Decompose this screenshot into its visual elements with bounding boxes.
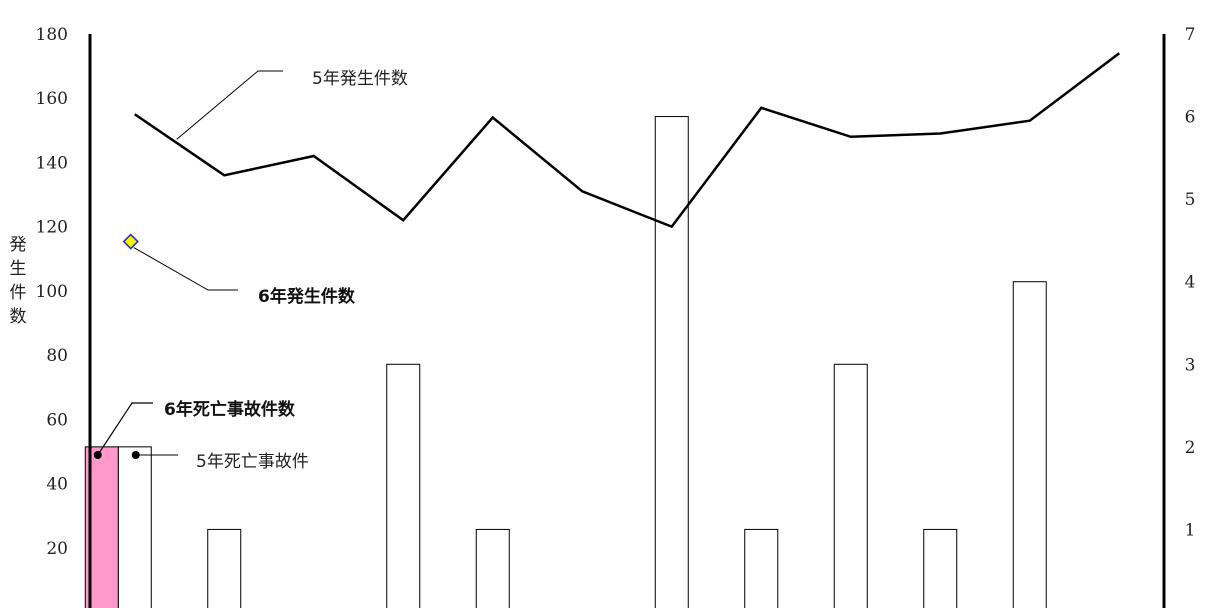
bar-5nen-shibou	[1012, 281, 1047, 608]
right-tick-label: 7	[1185, 25, 1196, 45]
left-tick-label: 100	[36, 282, 68, 302]
right-tick-label: 4	[1185, 273, 1196, 293]
right-tick-label: 2	[1185, 438, 1196, 458]
left-tick-labels: 20 40 60 80 100 120 140 160 180	[36, 25, 68, 559]
bar-5nen-shibou	[833, 363, 868, 608]
right-tick-label: 6	[1185, 108, 1196, 128]
point-6nen-hassei	[122, 233, 139, 250]
line-5nen-hassei	[134, 52, 1121, 229]
bar-5nen-shibou	[117, 446, 152, 608]
left-tick-label: 140	[36, 153, 68, 173]
leader-5nen-hassei	[176, 70, 283, 140]
left-tick-label: 20	[46, 539, 68, 559]
left-axis-label-char: 生	[10, 259, 27, 279]
left-axis-label-char: 数	[10, 307, 27, 327]
right-tick-label: 1	[1185, 520, 1196, 540]
left-axis-label-char: 件	[10, 283, 27, 303]
bar-5nen-shibou	[207, 528, 242, 608]
bar-5nen-shibou	[475, 528, 510, 608]
left-axis-label-char: 発	[10, 235, 27, 255]
leader-6nen-hassei	[133, 247, 238, 291]
bar-5nen-shibou	[386, 363, 421, 608]
annotations-layer: 5年発生件数 6年発生件数 6年死亡事故件数 5年死亡事故件	[93, 69, 408, 472]
label-6nen-shibou: 6年死亡事故件数	[164, 399, 296, 420]
left-tick-label: 80	[46, 346, 68, 366]
lines-layer	[122, 52, 1121, 250]
label-5nen-shibou: 5年死亡事故件	[196, 452, 309, 472]
axes-layer	[88, 34, 1166, 608]
bars-layer	[84, 116, 1047, 608]
bar-5nen-shibou	[744, 528, 779, 608]
bar-5nen-shibou	[923, 528, 958, 608]
leader-6nen-shibou	[97, 402, 153, 456]
left-tick-label: 160	[36, 89, 68, 109]
left-tick-label: 180	[36, 25, 68, 45]
left-tick-label: 120	[36, 218, 68, 238]
left-axis-label: 発生件数	[10, 235, 27, 327]
right-tick-label: 5	[1185, 190, 1196, 210]
label-5nen-hassei: 5年発生件数	[312, 69, 408, 89]
right-tick-label: 3	[1185, 355, 1196, 375]
left-tick-label: 40	[46, 475, 68, 495]
label-6nen-hassei: 6年発生件数	[258, 286, 356, 307]
bar-5nen-shibou	[654, 116, 689, 608]
left-tick-label: 60	[46, 410, 68, 430]
right-tick-labels: 1 2 3 4 5 6 7	[1185, 25, 1196, 540]
